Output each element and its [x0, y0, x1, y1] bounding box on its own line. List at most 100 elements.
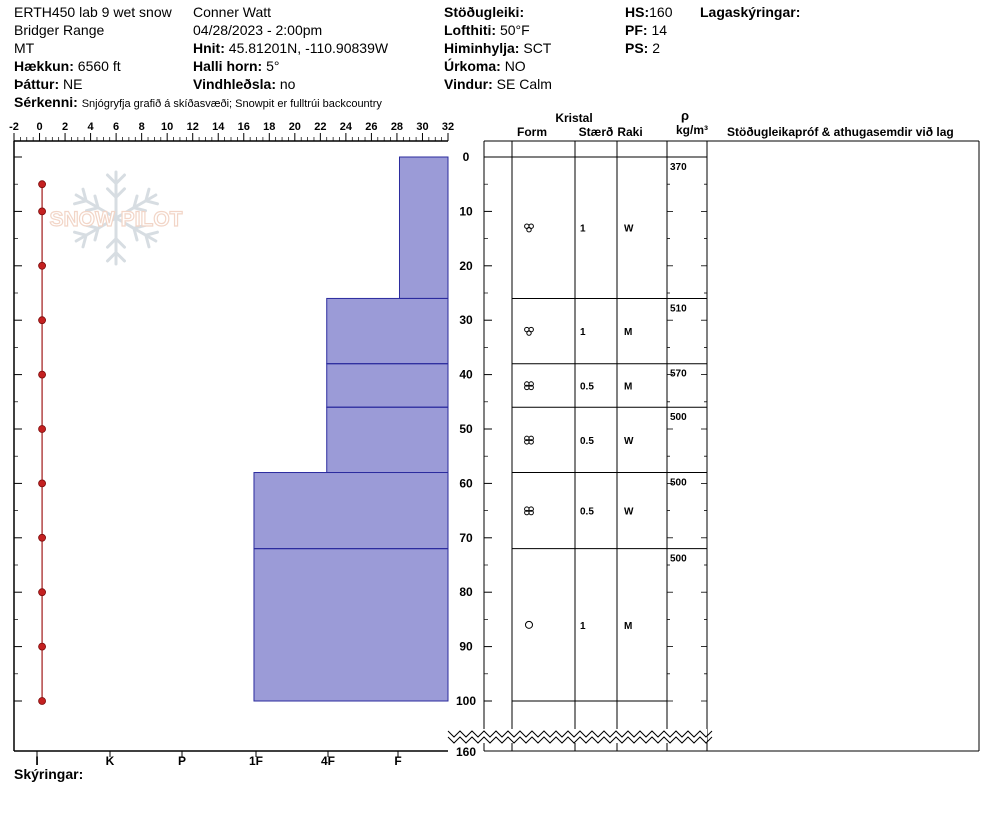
- aspect-label: Þáttur:: [14, 76, 60, 92]
- temp-tick-label: 14: [212, 121, 225, 133]
- wind-loading-label: Vindhleðsla:: [193, 76, 276, 92]
- wet-grain-circle: [528, 384, 534, 391]
- layer-moisture: W: [624, 436, 634, 447]
- aspect-value: NE: [63, 76, 83, 92]
- air-temp-label: Lofthiti:: [444, 22, 497, 38]
- hardness-tick-label: 1F: [249, 754, 263, 768]
- precip-label: Úrkoma:: [444, 58, 501, 74]
- slope-angle: Halli horn: 5°: [193, 58, 280, 74]
- temp-tick-label: 12: [187, 121, 199, 133]
- depth-tick-label: 60: [459, 476, 473, 490]
- wet-grain-circle: [526, 330, 532, 336]
- slope-value: 5°: [266, 58, 280, 74]
- grain-form-icon: [524, 435, 534, 445]
- temp-tick-label: 8: [139, 121, 145, 133]
- hardness-tick-label: F: [394, 754, 401, 768]
- wet-grain-circle: [528, 435, 534, 442]
- temperature-point: [38, 180, 46, 189]
- air-temp: Lofthiti: 50°F: [444, 22, 530, 38]
- sky-label: Himinhylja:: [444, 40, 520, 56]
- sky-cover: Himinhylja: SCT: [444, 40, 551, 56]
- depth-tick-label: 0: [463, 150, 470, 164]
- ps-value: 2: [652, 40, 661, 56]
- layer-size: 1: [580, 621, 586, 632]
- temp-tick-label: 32: [442, 121, 454, 133]
- layer-moisture: W: [624, 224, 634, 235]
- depth-tick-label: 90: [459, 640, 473, 654]
- temperature-point: [38, 425, 46, 433]
- features: Sérkenni: Snjógryfja grafið á skíðasvæði…: [14, 94, 382, 112]
- hardness-bar: [326, 406, 449, 474]
- ps: PS: 2: [625, 40, 660, 56]
- depth-tick-label: 20: [459, 259, 473, 273]
- layer-size: 1: [580, 224, 586, 235]
- temp-tick-label: 28: [391, 121, 403, 133]
- layer-density: 570: [670, 369, 687, 380]
- wind-value: SE Calm: [496, 76, 552, 92]
- temperature-point: [38, 697, 46, 705]
- wind: Vindur: SE Calm: [444, 76, 552, 92]
- hardness-bar: [253, 548, 449, 702]
- form-header: Form: [517, 125, 547, 139]
- density-unit: kg/m³: [676, 123, 708, 137]
- layer-size: 0.5: [580, 381, 594, 392]
- hardness-bar: [326, 363, 449, 408]
- depth-tick-label: 80: [459, 585, 473, 599]
- temperature-point: [38, 588, 46, 597]
- wet-grain-circle: [528, 509, 534, 516]
- aspect: Þáttur: NE: [14, 76, 82, 92]
- ps-label: PS:: [625, 40, 649, 56]
- temperature-point: [38, 207, 46, 216]
- comments-header: Stöðugleikapróf & athugasemdir við lag: [727, 125, 954, 139]
- precip-value: NO: [504, 58, 526, 74]
- layer-density: 500: [670, 478, 687, 489]
- depth-tick-label: 100: [456, 694, 476, 708]
- moisture-header: Raki: [617, 125, 642, 139]
- hardness-tick-label: I: [35, 754, 38, 768]
- layer-density: 500: [670, 412, 687, 423]
- range-name: Bridger Range: [14, 22, 105, 38]
- temperature-point: [38, 261, 46, 270]
- layer-density: 510: [670, 303, 687, 314]
- hs: HS:160: [625, 4, 672, 20]
- hs-value: 160: [649, 4, 673, 20]
- features-label: Sérkenni:: [14, 94, 78, 110]
- temp-tick-label: 6: [113, 121, 119, 133]
- hardness-tick-label: 4F: [321, 754, 335, 768]
- wind-loading-value: no: [279, 76, 296, 92]
- grain-form-icon: [524, 223, 534, 233]
- crystal-header: Kristal: [555, 111, 592, 125]
- coords-label: Hnit:: [193, 40, 225, 56]
- temp-tick-label: 22: [314, 121, 326, 133]
- hardness-tick-label: K: [106, 754, 115, 768]
- wet-grain-circle: [528, 506, 534, 512]
- slope-label: Halli horn:: [193, 58, 263, 74]
- hardness-tick-label: P: [178, 754, 186, 768]
- layer-size: 0.5: [580, 507, 594, 518]
- hs-label: HS:: [625, 4, 650, 20]
- wet-grain-circle: [528, 381, 534, 387]
- layer-density: 370: [670, 162, 687, 173]
- layer-density: 500: [670, 554, 687, 565]
- temperature-point: [38, 479, 46, 488]
- temperature-point: [38, 316, 46, 325]
- elevation: Hækkun: 6560 ft: [14, 58, 121, 74]
- temp-tick-label: 20: [289, 121, 301, 133]
- temperature-point: [38, 642, 46, 651]
- layers-title: Lagaskýringar:: [700, 4, 801, 20]
- layer-moisture: M: [624, 621, 632, 632]
- hardness-bar: [253, 472, 449, 550]
- rounded-grain-icon: [525, 620, 533, 629]
- pf-value: 14: [651, 22, 668, 38]
- depth-tick-label: 10: [459, 204, 473, 218]
- depth-tick-label: 30: [459, 313, 473, 327]
- temp-tick-label: 2: [62, 121, 68, 133]
- axis-break-zigzag: [447, 730, 713, 738]
- logo-text: SNOW PILOT: [50, 208, 183, 231]
- temperature-point: [38, 370, 46, 379]
- layer-size: 0.5: [580, 436, 594, 447]
- wind-loading: Vindhleðsla: no: [193, 76, 295, 92]
- depth-tick-label: 50: [459, 422, 473, 436]
- notes-label: Skýringar:: [14, 766, 84, 782]
